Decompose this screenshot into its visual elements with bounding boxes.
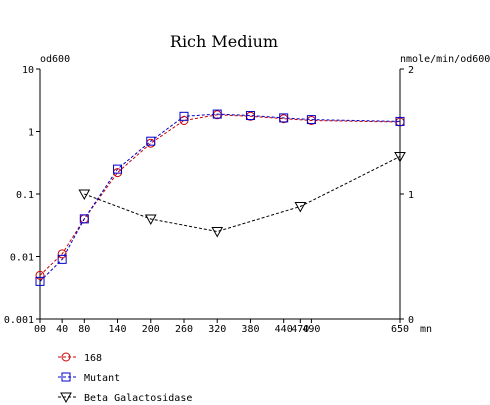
- data-point-mutant: [395, 116, 405, 126]
- plot-frame: [39, 69, 401, 320]
- data-point-mutant: [57, 254, 67, 264]
- data-point-mutant: [179, 111, 189, 121]
- data-point-168: [57, 249, 67, 259]
- right-tick-label: 0: [408, 315, 414, 326]
- legend-label-168: 168: [84, 353, 102, 364]
- right-tick-label: 1: [408, 190, 414, 201]
- data-point-beta-galactosidase: [211, 227, 224, 238]
- x-tick-label: 380: [241, 324, 259, 335]
- legend-marker-beta-galactosidase: [60, 392, 72, 404]
- series-line-168: [39, 114, 401, 276]
- legend-label-beta-galactosidase: Beta Galactosidase: [84, 393, 192, 404]
- data-point-mutant: [245, 111, 255, 121]
- data-point-beta-galactosidase: [294, 202, 307, 213]
- legend-marker-mutant: [61, 372, 71, 382]
- left-tick-label: 10: [22, 65, 34, 76]
- data-point-168: [35, 270, 45, 280]
- left-tick-label: 0.01: [10, 253, 34, 264]
- x-tick-label: 200: [142, 324, 160, 335]
- x-tick-label: 490: [302, 324, 320, 335]
- series-line-beta-galactosidase: [84, 156, 401, 233]
- left-axis-label: od600: [40, 54, 70, 65]
- left-tick-label: 1: [28, 128, 34, 139]
- left-tick-label: 0.001: [4, 315, 34, 326]
- data-point-mutant: [146, 136, 156, 146]
- x-tick-label: 650: [391, 324, 409, 335]
- x-tick-label: 440: [275, 324, 293, 335]
- right-axis-label: nmole/min/od600: [400, 54, 490, 65]
- legend: 168 Mutant Beta Galactosidase: [58, 352, 192, 404]
- x-tick-label: 140: [109, 324, 127, 335]
- x-tick-label: 320: [208, 324, 226, 335]
- data-point-mutant: [35, 276, 45, 286]
- data-point-beta-galactosidase: [394, 152, 406, 163]
- x-tick-label: 260: [175, 324, 193, 335]
- x-axis-unit-label: mn: [420, 324, 432, 335]
- series-lines: [39, 113, 401, 282]
- data-point-beta-galactosidase: [144, 214, 157, 226]
- x-tick-label: 80: [78, 324, 90, 335]
- x-tick-label: 40: [56, 324, 68, 335]
- chart-title: Rich Medium: [170, 32, 278, 51]
- legend-label-mutant: Mutant: [84, 373, 120, 384]
- x-tick-label: 00: [34, 324, 46, 335]
- series-markers: [35, 109, 406, 286]
- right-tick-label: 2: [408, 65, 414, 76]
- left-tick-label: 0.1: [16, 190, 34, 201]
- x-tick-label: 470: [291, 324, 309, 335]
- data-point-mutant: [212, 109, 222, 119]
- data-point-mutant: [306, 115, 316, 125]
- data-point-beta-galactosidase: [78, 189, 91, 201]
- data-point-mutant: [279, 113, 289, 123]
- data-point-mutant: [113, 164, 123, 174]
- data-point-mutant: [79, 214, 89, 224]
- legend-marker-168: [61, 352, 71, 362]
